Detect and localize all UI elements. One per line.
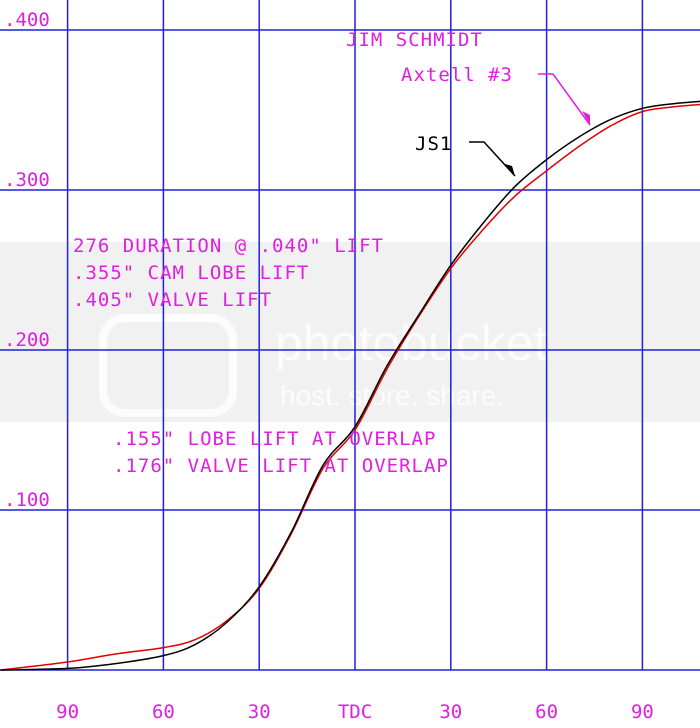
- arrow-axtell: [538, 73, 591, 126]
- overlap-line: .155" LOBE LIFT AT OVERLAP: [113, 428, 436, 450]
- spec-line: .405" VALVE LIFT: [73, 289, 272, 311]
- y-tick-label: .400: [4, 9, 50, 31]
- series-line-0: [0, 100, 700, 671]
- annotations: JIM SCHMIDT Axtell #3 JS1 276 DURATION @ .0…: [73, 29, 591, 477]
- y-tick-label: .200: [4, 329, 50, 351]
- x-tick-label: 60: [535, 701, 558, 723]
- author-label: JIM SCHMIDT: [346, 29, 483, 51]
- arrow-js1: [469, 141, 516, 177]
- y-tick-label: .300: [4, 169, 50, 191]
- overlap-line: .176" VALVE LIFT AT OVERLAP: [113, 455, 449, 477]
- svg-text:host. store. share.: host. store. share.: [280, 380, 504, 411]
- x-tick-label: 30: [248, 701, 271, 723]
- x-tick-label: 60: [152, 701, 175, 723]
- arrowhead-icon: [505, 164, 515, 176]
- tick-labels: 90 60 30 TDC 30 60 90 .100 .200 .300 .400: [4, 9, 654, 723]
- series-label-axtell: Axtell #3: [401, 64, 513, 86]
- svg-text:photobucket: photobucket: [275, 315, 548, 371]
- spec-line: 276 DURATION @ .040" LIFT: [73, 235, 384, 257]
- x-tick-label: 90: [56, 701, 79, 723]
- arrowhead-icon: [582, 111, 590, 125]
- series-lines: [0, 100, 700, 671]
- watermark: photobucket host. store. share.: [0, 242, 700, 422]
- x-tick-label: 90: [631, 701, 654, 723]
- x-tick-label: 30: [439, 701, 462, 723]
- series-label-js1: JS1: [415, 133, 452, 155]
- x-tick-label: TDC: [338, 701, 372, 723]
- series-line-1: [0, 103, 700, 671]
- y-tick-label: .100: [4, 489, 50, 511]
- spec-line: .355" CAM LOBE LIFT: [73, 262, 309, 284]
